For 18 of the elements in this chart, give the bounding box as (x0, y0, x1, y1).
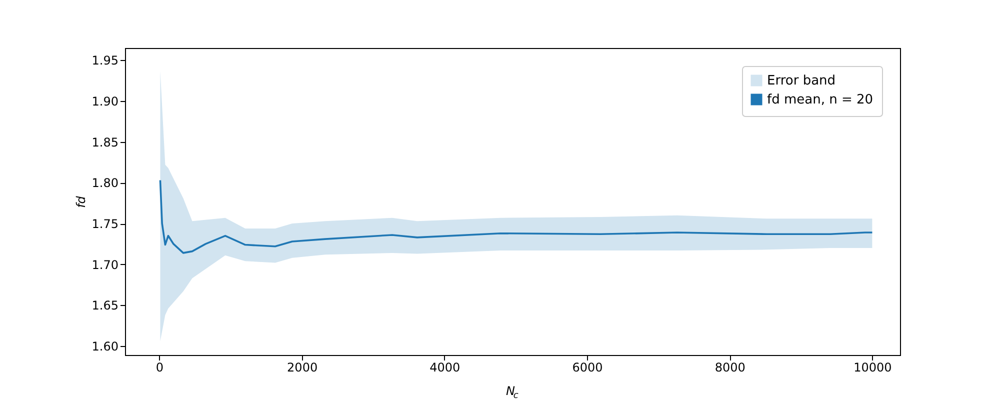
y-tick-label: 1.70 (92, 258, 118, 272)
y-tick-label: 1.80 (92, 176, 118, 190)
x-tick-label: 10000 (854, 360, 892, 374)
x-tick-label: 8000 (714, 360, 746, 374)
x-tick-label: 2000 (287, 360, 318, 374)
y-tick-label: 1.90 (92, 94, 118, 109)
y-tick-label: 1.85 (92, 135, 118, 150)
x-tick-label: 0 (156, 360, 164, 374)
line-series (159, 179, 874, 254)
x-tick-label: 6000 (572, 360, 603, 374)
legend-label: Error band (767, 74, 836, 88)
y-tick-label: 1.95 (92, 54, 118, 68)
legend-label: fd mean, n = 20 (767, 92, 874, 108)
x-tick-label: 4000 (430, 360, 460, 374)
y-tick-label: 1.65 (92, 298, 118, 313)
y-axis-title: fd (74, 196, 88, 208)
y-tick-label: 1.60 (92, 340, 118, 354)
y-tick-label: 1.75 (92, 217, 118, 232)
